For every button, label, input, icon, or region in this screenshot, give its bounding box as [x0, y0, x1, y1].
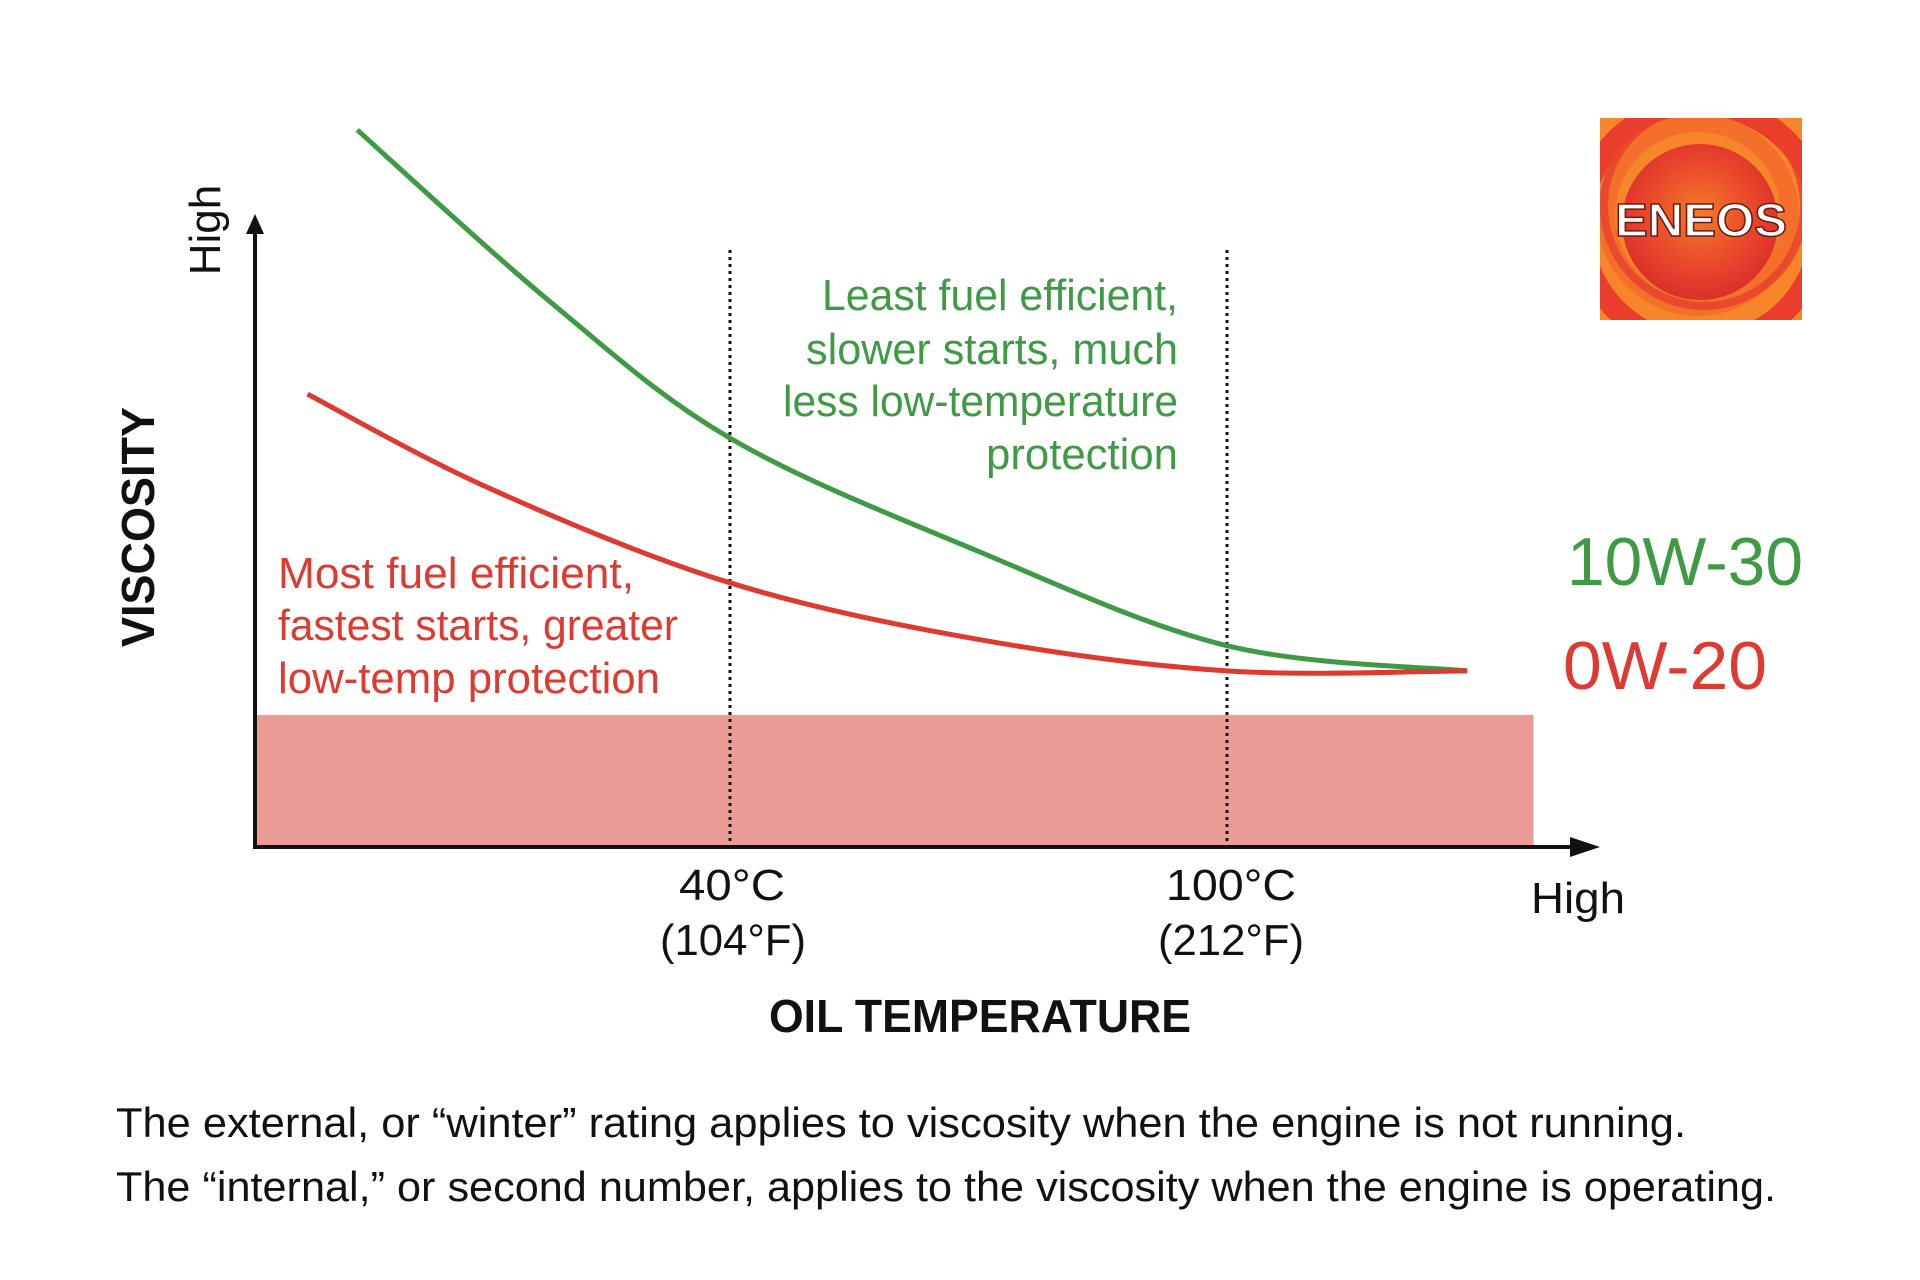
eneos-logo: ENEOS: [1600, 118, 1802, 320]
x-tick-label-212f: (212°F): [1158, 916, 1304, 965]
x-tick-label-104f: (104°F): [660, 916, 806, 965]
legend-0w20: 0W-20: [1563, 628, 1767, 704]
y-axis-end-label: High: [181, 185, 230, 276]
series-line-10w-30: [355, 128, 1468, 674]
gridlines: [728, 250, 1229, 847]
legend-10w30: 10W-30: [1567, 524, 1803, 600]
green-annotation-line: Least fuel efficient,: [822, 271, 1178, 320]
red-annotation-line: Most fuel efficient,: [278, 549, 634, 598]
x-axis-arrow-icon: [1570, 837, 1600, 857]
red-annotation-line: low-temp protection: [278, 654, 660, 703]
red-annotation: Most fuel efficient, fastest starts, gre…: [278, 549, 678, 703]
red-annotation-line: fastest starts, greater: [278, 601, 678, 650]
series-group: [306, 128, 1468, 676]
green-annotation-line: slower starts, much: [806, 325, 1178, 374]
y-axis-title: VISCOSITY: [112, 407, 164, 647]
green-annotation: Least fuel efficient, slower starts, muc…: [783, 271, 1178, 479]
x-axis-title: OIL TEMPERATURE: [769, 990, 1191, 1042]
y-axis-arrow-icon: [246, 214, 264, 234]
shaded-band: [255, 714, 1534, 847]
x-tick-label-100c: 100°C: [1166, 861, 1296, 910]
green-annotation-line: protection: [986, 430, 1178, 479]
series-line-0w-20: [306, 391, 1468, 676]
logo-text: ENEOS: [1615, 194, 1787, 246]
x-axis-end-label: High: [1531, 874, 1625, 923]
caption-line-2: The “internal,” or second number, applie…: [116, 1163, 1776, 1210]
green-annotation-line: less low-temperature: [783, 377, 1178, 426]
caption-line-1: The external, or “winter” rating applies…: [116, 1099, 1686, 1146]
x-tick-label-40c: 40°C: [679, 861, 785, 910]
